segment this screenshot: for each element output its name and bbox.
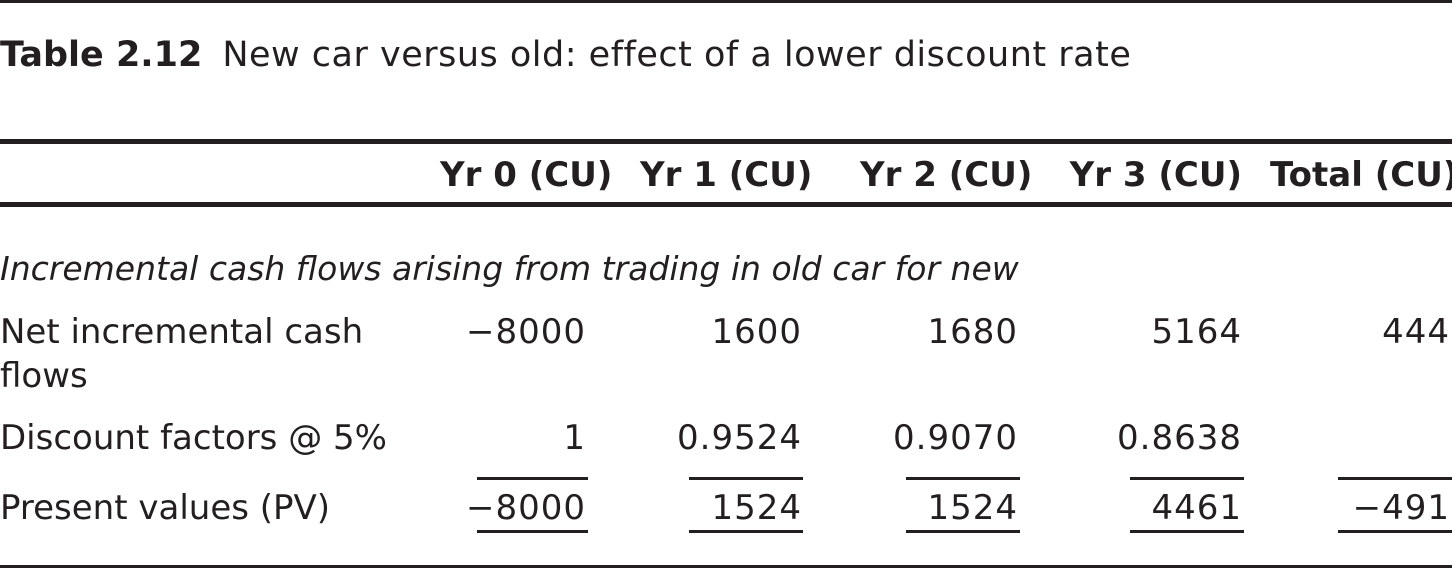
row-label-discount-factors: Discount factors @ 5%: [0, 418, 387, 458]
cell-net-yr2: 1680: [927, 312, 1018, 352]
table-top-rule: [0, 0, 1452, 3]
sum-line-yr0-bottom: [477, 530, 588, 533]
column-header-yr3: Yr 3 (CU): [1069, 155, 1242, 195]
sum-line-yr3-top: [1130, 477, 1244, 480]
sum-line-yr2-bottom: [906, 530, 1020, 533]
sum-line-yr0-top: [477, 477, 588, 480]
cell-pv-yr1: 1524: [711, 488, 802, 528]
table-caption: Table 2.12 New car versus old: effect of …: [0, 33, 1131, 77]
cell-net-total: 444: [1382, 312, 1450, 352]
cell-pv-yr2: 1524: [927, 488, 1018, 528]
column-header-yr1: Yr 1 (CU): [640, 155, 813, 195]
cell-net-yr3: 5164: [1151, 312, 1242, 352]
cell-net-yr0: −8000: [465, 312, 586, 352]
column-header-yr2: Yr 2 (CU): [860, 155, 1033, 195]
table-title: New car versus old: effect of a lower di…: [222, 35, 1132, 75]
sum-line-yr2-top: [906, 477, 1020, 480]
sum-line-total-top: [1338, 477, 1452, 480]
sum-line-yr3-bottom: [1130, 530, 1244, 533]
cell-pv-yr3: 4461: [1151, 488, 1242, 528]
cell-net-yr1: 1600: [711, 312, 802, 352]
sum-line-yr1-bottom: [689, 530, 803, 533]
sum-line-yr1-top: [689, 477, 803, 480]
table-number: Table 2.12: [0, 35, 203, 75]
sum-line-total-bottom: [1338, 530, 1452, 533]
cell-df-yr0: 1: [563, 418, 586, 458]
header-top-rule: [0, 139, 1452, 144]
cell-df-yr2: 0.9070: [893, 418, 1018, 458]
column-header-total: Total (CU): [1270, 155, 1452, 195]
cell-df-yr3: 0.8638: [1117, 418, 1242, 458]
cell-pv-total: −491: [1352, 488, 1450, 528]
header-bottom-rule: [0, 202, 1452, 207]
cell-pv-yr0: −8000: [465, 488, 586, 528]
cell-df-yr1: 0.9524: [677, 418, 802, 458]
column-header-yr0: Yr 0 (CU): [440, 155, 613, 195]
table-bottom-rule: [0, 565, 1452, 568]
row-label-present-values: Present values (PV): [0, 488, 331, 528]
row-label-net-cash-flows: Net incremental cash flows: [0, 312, 364, 396]
section-title: Incremental cash flows arising from trad…: [0, 249, 1019, 288]
